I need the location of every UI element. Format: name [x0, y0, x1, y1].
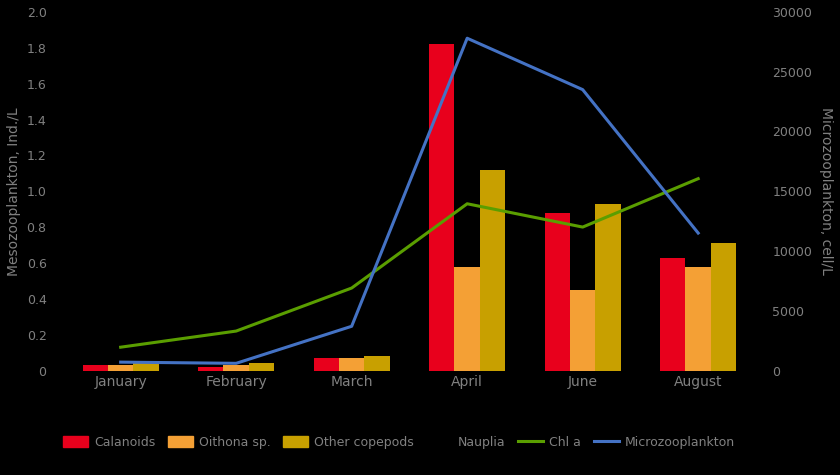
- Bar: [711, 243, 737, 370]
- Bar: [429, 44, 454, 371]
- Bar: [685, 266, 711, 370]
- Bar: [108, 365, 134, 371]
- Bar: [82, 365, 108, 371]
- Bar: [134, 361, 159, 371]
- Y-axis label: Mesozooplankton, Ind./L: Mesozooplankton, Ind./L: [7, 107, 21, 276]
- Bar: [249, 363, 275, 370]
- Bar: [660, 257, 685, 371]
- Bar: [223, 365, 249, 371]
- Bar: [480, 170, 506, 370]
- Bar: [339, 358, 365, 370]
- Bar: [365, 356, 390, 370]
- Bar: [596, 204, 621, 370]
- Legend: Calanoids, Oithona sp., Other copepods, Nauplia, Chl a, Microzooplankton: Calanoids, Oithona sp., Other copepods, …: [58, 430, 740, 454]
- Bar: [544, 213, 570, 370]
- Y-axis label: Microzooplankton, cell/L: Microzooplankton, cell/L: [819, 107, 833, 275]
- Bar: [313, 358, 339, 370]
- Bar: [454, 266, 480, 370]
- Bar: [570, 290, 596, 370]
- Bar: [198, 367, 223, 370]
